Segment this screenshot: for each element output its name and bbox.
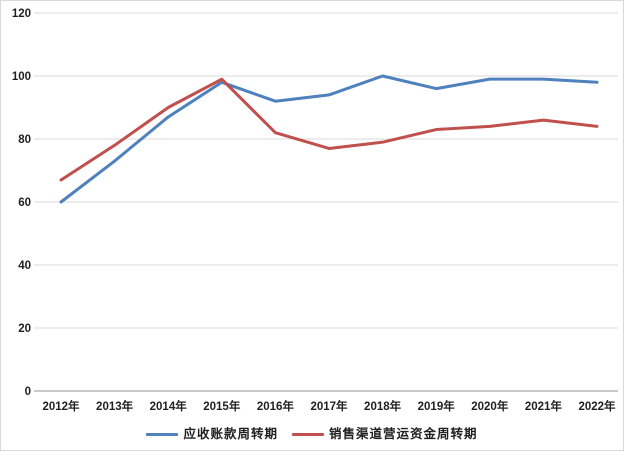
line-chart-plot: 0 20 40 60 80 100 120 2012年 2013年 2014年 2015年 2016年… xyxy=(12,8,618,413)
series-line-sales-channel-working-capital-turnover xyxy=(59,77,599,182)
y-axis-tick-label: 100 xyxy=(12,71,31,83)
legend-item-receivables-turnover: 应收账款周转期 xyxy=(146,428,278,441)
x-axis-tick-label: 2017年 xyxy=(310,399,348,413)
legend-line-swatch-blue xyxy=(146,432,179,436)
legend-item-sales-channel-working-capital-turnover: 销售渠道营运资金周转期 xyxy=(292,428,478,441)
x-axis-tick-label: 2012年 xyxy=(42,399,80,413)
chart-legend: 应收账款周转期 销售渠道营运资金周转期 xyxy=(1,428,623,441)
y-axis-tick-label: 20 xyxy=(18,323,31,335)
legend-line-swatch-red xyxy=(292,432,324,436)
x-axis-tick-label: 2020年 xyxy=(471,399,509,413)
x-axis-tick-label: 2013年 xyxy=(96,399,134,413)
legend-label-sales-channel-working-capital-turnover: 销售渠道营运资金周转期 xyxy=(329,427,478,441)
y-axis-tick-label: 40 xyxy=(18,260,31,272)
y-axis-tick-label: 120 xyxy=(12,8,31,20)
x-axis-tick-label: 2016年 xyxy=(257,399,295,413)
y-axis-tick-label: 80 xyxy=(18,134,31,146)
x-axis-tick-label: 2018年 xyxy=(364,399,402,413)
legend-label-receivables-turnover: 应收账款周转期 xyxy=(183,427,278,441)
y-axis-tick-label: 0 xyxy=(25,386,31,398)
x-axis-tick-label: 2022年 xyxy=(578,399,616,413)
x-axis-tick-label: 2014年 xyxy=(150,399,188,413)
series-line-receivables-turnover xyxy=(59,74,599,204)
x-axis-tick-label: 2021年 xyxy=(525,399,563,413)
y-axis-tick-label: 60 xyxy=(18,197,31,209)
x-axis-tick-label: 2015年 xyxy=(203,399,241,413)
x-axis-tick-label: 2019年 xyxy=(418,399,456,413)
